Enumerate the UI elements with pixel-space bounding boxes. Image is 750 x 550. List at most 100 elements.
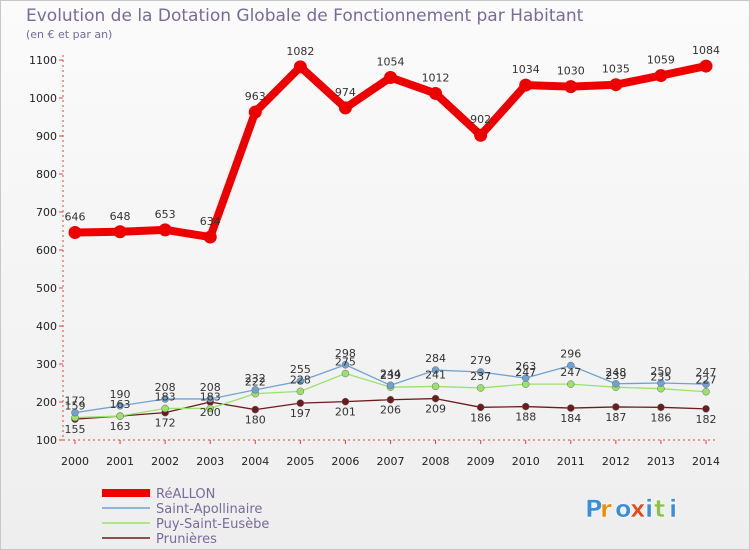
y-tick-label: 600 — [36, 244, 57, 257]
data-label: 159 — [65, 400, 86, 413]
data-point — [251, 386, 260, 394]
data-label: 172 — [155, 417, 176, 430]
chart-title: Evolution de la Dotation Globale de Fonc… — [26, 6, 584, 26]
data-point — [431, 394, 440, 403]
data-label: 284 — [425, 352, 446, 365]
data-point — [702, 380, 710, 388]
data-point — [341, 369, 350, 378]
data-label: 1034 — [512, 63, 540, 76]
data-label: 182 — [696, 413, 717, 426]
data-point — [248, 105, 262, 119]
data-label: 248 — [605, 366, 626, 379]
data-label: 247 — [515, 366, 536, 379]
x-tick-label: 2011 — [557, 455, 585, 468]
y-tick-label: 800 — [36, 168, 57, 181]
data-point — [116, 402, 124, 410]
data-label: 296 — [560, 348, 581, 361]
data-point — [567, 404, 575, 412]
data-point — [431, 366, 440, 374]
data-label: 188 — [515, 411, 536, 424]
data-label: 1035 — [602, 63, 630, 76]
data-point — [206, 395, 214, 403]
data-point — [657, 379, 665, 387]
data-point — [612, 403, 620, 411]
data-label: 263 — [515, 360, 536, 373]
data-point — [158, 223, 172, 237]
chart-subtitle: (en € et par an) — [26, 28, 112, 41]
data-point — [476, 403, 485, 412]
logo-letter: P — [585, 495, 603, 523]
data-label: 1059 — [647, 54, 675, 67]
data-label: 206 — [380, 404, 401, 417]
data-label: 241 — [425, 368, 446, 381]
data-point — [296, 377, 305, 385]
data-point — [612, 380, 620, 388]
data-point — [657, 403, 665, 412]
x-tick-label: 2014 — [692, 455, 720, 468]
data-point — [293, 60, 307, 74]
y-tick-label: 400 — [36, 320, 57, 333]
data-label: 1054 — [377, 55, 405, 68]
data-label: 155 — [65, 423, 86, 436]
data-label: 244 — [380, 367, 401, 380]
logo-letter: i — [645, 495, 653, 523]
data-label: 902 — [470, 113, 491, 126]
data-point — [341, 397, 350, 406]
x-tick-label: 2000 — [61, 455, 89, 468]
x-tick-label: 2002 — [151, 455, 179, 468]
data-label: 237 — [470, 370, 491, 383]
data-point — [71, 408, 79, 417]
data-label: 247 — [696, 366, 717, 379]
data-point — [341, 361, 350, 369]
legend-label: Prunières — [156, 532, 217, 547]
data-label: 1030 — [557, 65, 585, 78]
data-point — [567, 380, 575, 388]
data-label: 1012 — [422, 71, 450, 84]
data-label: 228 — [290, 373, 311, 386]
x-tick-label: 2013 — [647, 455, 675, 468]
x-tick-label: 2006 — [331, 455, 359, 468]
data-label: 648 — [110, 210, 131, 223]
data-label: 646 — [65, 211, 86, 224]
data-label: 974 — [335, 86, 356, 99]
data-point — [296, 399, 305, 407]
data-point — [699, 59, 713, 73]
data-label: 279 — [470, 354, 491, 367]
data-label: 172 — [65, 395, 86, 408]
x-tick-label: 2009 — [467, 455, 495, 468]
data-label: 239 — [605, 369, 626, 382]
x-tick-label: 2005 — [286, 455, 314, 468]
data-label: 197 — [290, 407, 311, 420]
logo-letter: o — [615, 495, 632, 523]
proxiti-logo: Pr ox i t i — [585, 495, 678, 524]
y-tick-label: 1000 — [29, 92, 57, 105]
data-point — [296, 387, 305, 396]
data-label: 186 — [650, 411, 671, 424]
data-point — [161, 404, 169, 413]
x-tick-label: 2007 — [377, 455, 405, 468]
data-point — [384, 70, 397, 84]
data-label: 190 — [110, 388, 131, 401]
data-point — [116, 412, 124, 420]
legend-label: Saint-Apollinaire — [156, 502, 262, 517]
data-label: 227 — [696, 374, 717, 387]
data-point — [519, 78, 533, 92]
data-point — [521, 402, 530, 411]
data-label: 963 — [245, 90, 266, 103]
data-label: 1084 — [692, 44, 720, 57]
data-point — [567, 361, 575, 370]
data-label: 187 — [605, 411, 626, 424]
legend-label: Puy-Saint-Eusèbe — [156, 517, 269, 532]
data-point — [431, 382, 440, 391]
data-point — [113, 225, 127, 239]
axes: 100 200 300 400 500 600 700 800 900 1000 1100 2000 2… — [29, 54, 720, 468]
data-label: 186 — [470, 411, 491, 424]
y-tick-label: 900 — [36, 130, 57, 143]
data-point — [206, 404, 214, 413]
y-tick-label: 1100 — [29, 54, 57, 67]
x-tick-label: 2012 — [602, 455, 630, 468]
logo-letter: t — [654, 495, 665, 523]
data-point — [251, 405, 260, 414]
data-label: 200 — [200, 406, 221, 419]
data-label: 222 — [245, 376, 266, 389]
